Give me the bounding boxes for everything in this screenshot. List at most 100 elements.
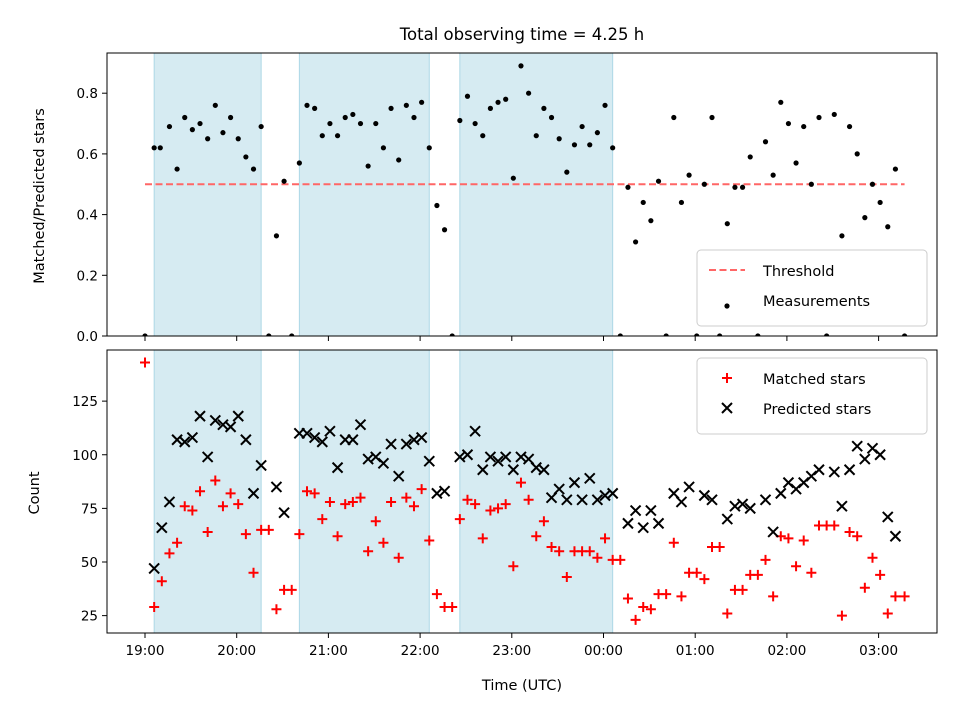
- matched-star-point: [332, 531, 343, 542]
- bottom-y-axis-label: Count: [27, 471, 43, 514]
- matched-star-point: [240, 529, 251, 540]
- matched-star-point: [554, 546, 565, 557]
- predicted-star-point: [308, 431, 321, 444]
- matched-star-point: [791, 561, 802, 572]
- predicted-star-point: [209, 414, 222, 427]
- predicted-star-point: [538, 464, 550, 476]
- measurement-point: [312, 105, 318, 111]
- measurement-point: [403, 102, 409, 108]
- predicted-star-point: [179, 436, 191, 448]
- predicted-star-point: [247, 487, 260, 500]
- matched-star-point: [156, 576, 167, 587]
- measurement-point: [495, 99, 501, 105]
- top-y-axis-label: Matched/Predicted stars: [32, 108, 48, 284]
- matched-star-point: [286, 584, 297, 595]
- matched-star-point: [600, 533, 611, 544]
- predicted-star-point: [622, 517, 634, 530]
- predicted-star-point: [706, 494, 718, 506]
- matched-star-point: [592, 552, 603, 563]
- measurement-point: [824, 333, 830, 336]
- measurement-point: [189, 127, 195, 133]
- measurement-point: [327, 120, 333, 127]
- matched-star-point: [140, 357, 150, 368]
- measurement-point: [419, 99, 425, 105]
- predicted-star-point: [629, 504, 642, 517]
- measurement-point: [503, 96, 509, 102]
- plot-area: [142, 63, 908, 336]
- x-tick-label: 22:00: [401, 643, 440, 659]
- matched-star-point: [737, 584, 748, 595]
- x-tick-label: 21:00: [309, 643, 348, 659]
- matched-star-point: [584, 546, 595, 557]
- matched-star-point: [324, 496, 335, 507]
- measurement-point: [350, 111, 356, 118]
- predicted-star-point: [775, 487, 787, 500]
- measurement-point: [892, 166, 899, 172]
- matched-star-point: [470, 499, 481, 510]
- measurement-point: [632, 239, 639, 245]
- matched-star-point: [210, 475, 221, 486]
- measurement-point: [533, 133, 539, 139]
- measurement-point: [457, 117, 463, 124]
- measurement-point: [518, 63, 524, 69]
- measurement-point: [258, 123, 264, 130]
- shaded-interval: [298, 52, 430, 337]
- predicted-star-point: [882, 511, 894, 523]
- y-tick-label: 125: [72, 394, 98, 410]
- measurement-point: [846, 123, 853, 130]
- matched-star-point: [668, 537, 679, 548]
- predicted-star-point: [889, 530, 902, 542]
- matched-star-point: [546, 541, 557, 552]
- predicted-star-point: [736, 498, 749, 510]
- measurement-point: [235, 136, 241, 142]
- predicted-star-point: [675, 496, 688, 508]
- matched-star-point: [363, 546, 374, 557]
- legend-predicted-swatch: [721, 402, 733, 414]
- predicted-star-point: [576, 494, 588, 506]
- measurement-point: [671, 114, 677, 121]
- measurement-point: [762, 139, 769, 145]
- axes-frame: [106, 349, 938, 634]
- measurement-point: [212, 102, 218, 108]
- measurement-point: [854, 151, 860, 157]
- matched-star-point: [882, 608, 893, 619]
- predicted-star-point: [652, 517, 665, 530]
- matched-star-point: [202, 526, 213, 537]
- legend-label: Measurements: [763, 294, 870, 310]
- predicted-star-point: [301, 427, 313, 440]
- measurement-point: [464, 93, 471, 99]
- predicted-star-point: [354, 419, 367, 431]
- measurement-point: [901, 333, 908, 336]
- predicted-star-point: [591, 494, 604, 506]
- predicted-star-point: [331, 461, 344, 474]
- matched-star-point: [561, 572, 572, 583]
- matched-star-point: [867, 552, 878, 563]
- shaded-interval: [153, 52, 262, 337]
- measurement-point: [625, 184, 631, 190]
- legend-label: Matched stars: [763, 372, 866, 388]
- measurement-point: [778, 99, 784, 105]
- matched-star-point: [370, 516, 381, 527]
- chart-title: Total observing time = 4.25 h: [399, 25, 644, 44]
- matched-star-point: [294, 529, 305, 540]
- matched-star-point: [172, 537, 183, 548]
- predicted-star-point: [255, 459, 267, 472]
- measurement-point: [174, 166, 180, 172]
- predicted-star-point: [194, 410, 206, 422]
- measurement-point: [487, 105, 494, 111]
- measurement-point: [365, 163, 371, 169]
- predicted-star-point: [813, 464, 825, 476]
- matched-star-point: [538, 516, 549, 527]
- matched-star-point: [347, 496, 358, 507]
- shaded-interval: [153, 349, 262, 634]
- matched-star-point: [783, 533, 794, 544]
- predicted-star-point: [240, 434, 252, 446]
- measurement-point: [166, 123, 173, 130]
- matched-star-point: [899, 591, 910, 602]
- measurement-point: [411, 114, 417, 121]
- matched-star-point: [890, 591, 901, 602]
- matched-star-point: [630, 614, 641, 625]
- matched-star-point: [500, 499, 511, 510]
- matched-star-point: [622, 593, 633, 604]
- predicted-star-point: [874, 449, 886, 461]
